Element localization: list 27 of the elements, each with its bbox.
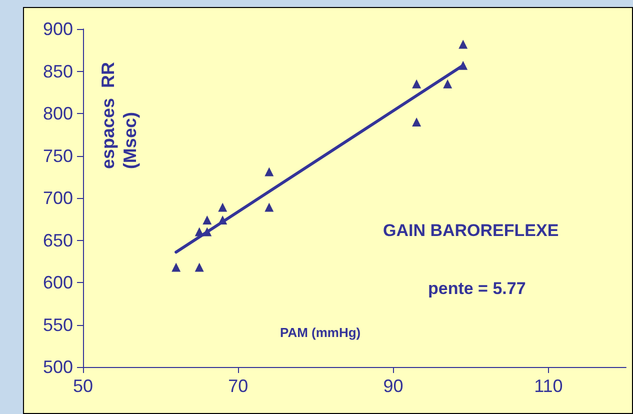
y-tick-label: 750	[42, 146, 73, 166]
y-tick-label: 900	[42, 19, 73, 39]
x-tick-label: 90	[383, 376, 404, 396]
x-tick-label: 110	[534, 376, 563, 396]
annotation: GAIN BAROREFLEXE	[383, 221, 559, 240]
y-tick-label: 550	[42, 314, 73, 335]
point	[458, 40, 468, 49]
point	[412, 117, 422, 126]
y-axis-title: espaces RR (Msec)	[98, 62, 140, 170]
y-tick-label: 500	[42, 357, 73, 377]
point	[264, 202, 274, 212]
point	[218, 202, 228, 212]
x-axis-title: PAM (mmHg)	[280, 325, 361, 340]
point	[202, 215, 212, 224]
annotation: pente = 5.77	[428, 279, 526, 298]
point	[264, 167, 274, 176]
x-tick-label: 50	[72, 376, 94, 396]
point	[443, 79, 452, 88]
y-tick-label: 700	[42, 188, 73, 208]
point	[172, 262, 181, 272]
y-tick-label: 800	[42, 104, 73, 124]
y-tick-label: 600	[42, 272, 73, 292]
y-tick-label: 650	[42, 230, 73, 250]
y-tick-label: 850	[42, 61, 73, 82]
point	[194, 262, 204, 272]
x-tick-label: 70	[228, 376, 248, 396]
point	[412, 79, 422, 88]
